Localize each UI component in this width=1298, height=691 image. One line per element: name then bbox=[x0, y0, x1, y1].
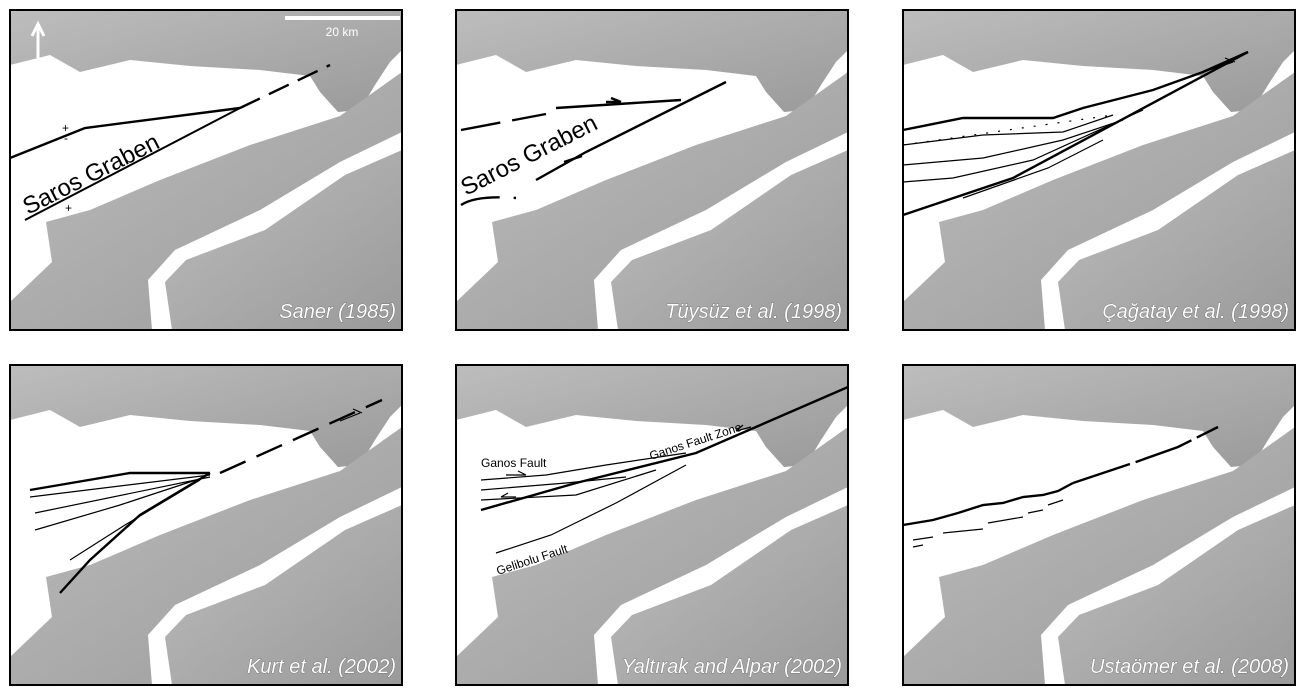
annotation: Ganos Fault Zone bbox=[648, 420, 744, 463]
scale-label: 20 km bbox=[326, 25, 359, 39]
figure: Saros Graben + - - + 20 km Saner (1985) … bbox=[0, 0, 1298, 691]
panel: Saros Graben Tüysüz et al. (1998) bbox=[456, 10, 848, 330]
annotation: - bbox=[56, 191, 60, 205]
panel: Kurt et al. (2002) bbox=[10, 365, 402, 685]
panel: Ustaömer et al. (2008) bbox=[903, 365, 1295, 685]
annotation: - bbox=[64, 131, 68, 145]
citation: Saner (1985) bbox=[279, 301, 396, 323]
panel: Saros Graben + - - + 20 km Saner (1985) bbox=[10, 10, 402, 330]
annotation: Ganos Fault bbox=[481, 456, 547, 470]
citation: Ustaömer et al. (2008) bbox=[1090, 656, 1289, 678]
panel: Çağatay et al. (1998) bbox=[903, 10, 1295, 330]
panel: Ganos Fault Ganos Fault Zone Gelibolu Fa… bbox=[456, 365, 848, 685]
annotation: + bbox=[65, 201, 72, 215]
citation: Çağatay et al. (1998) bbox=[1102, 301, 1289, 323]
citation: Kurt et al. (2002) bbox=[247, 656, 396, 678]
citation: Tüysüz et al. (1998) bbox=[665, 301, 842, 323]
citation: Yaltırak and Alpar (2002) bbox=[622, 656, 842, 678]
